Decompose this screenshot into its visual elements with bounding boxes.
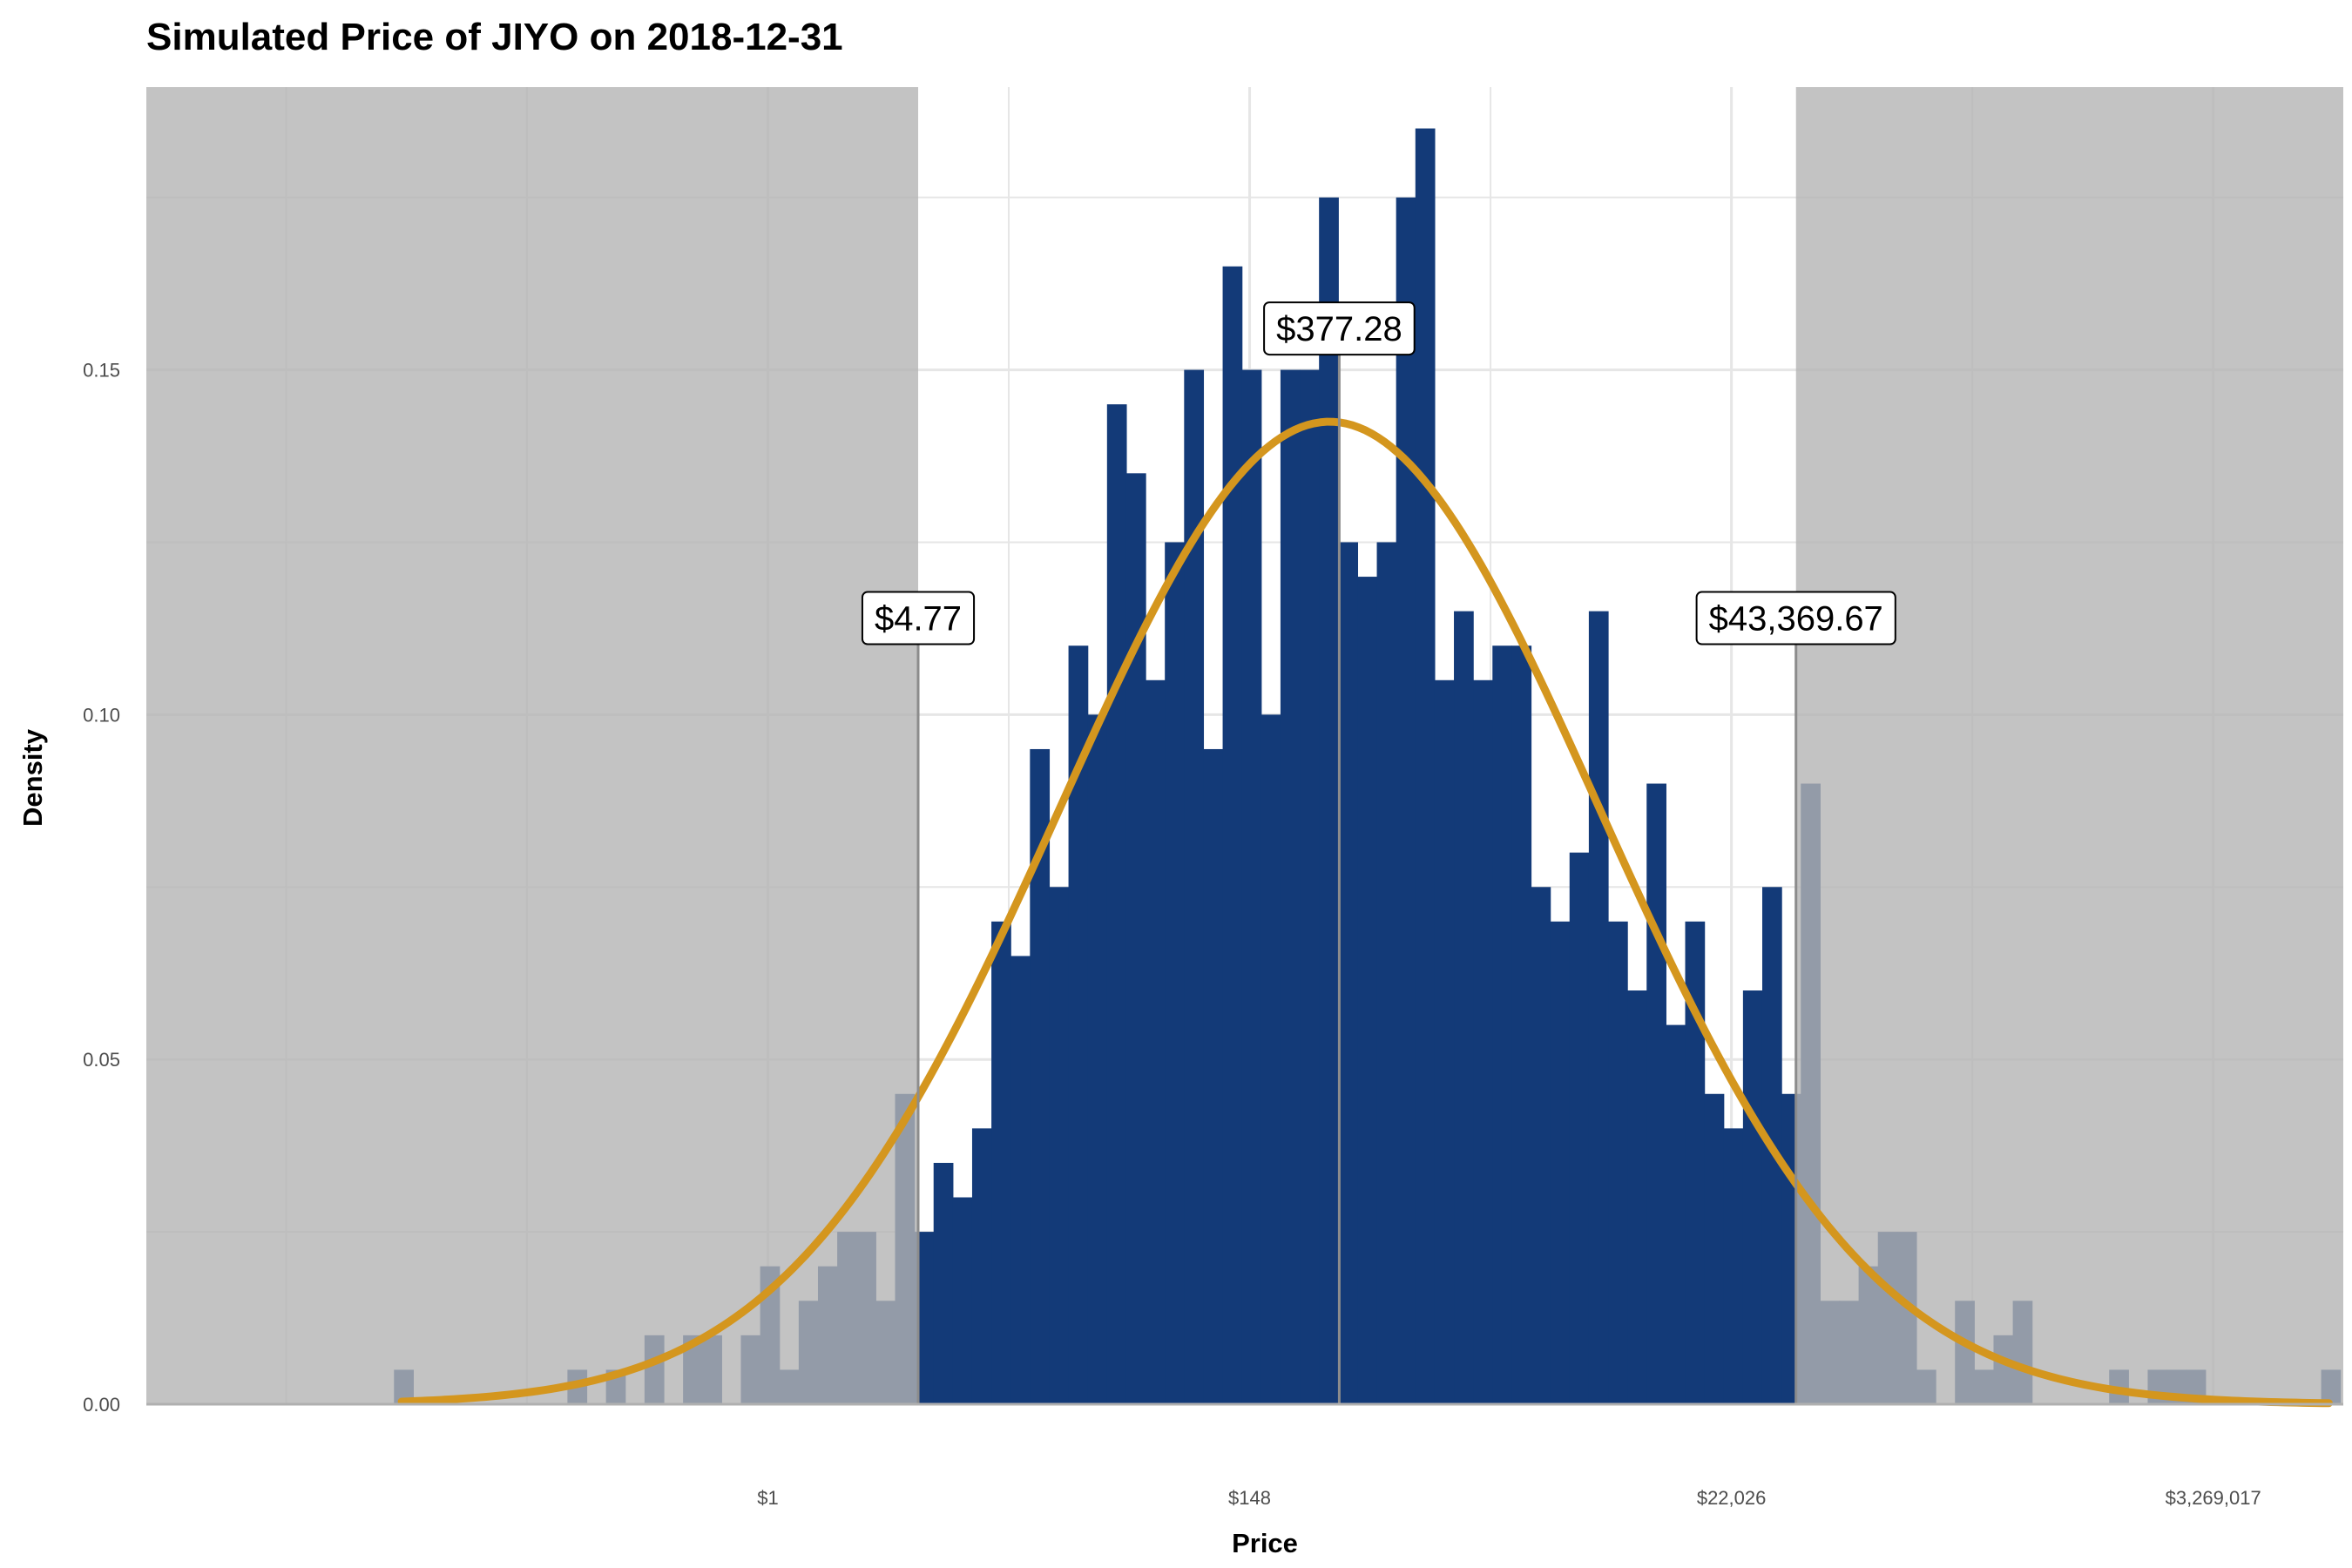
histogram-bar <box>1627 990 1647 1404</box>
histogram-bar <box>1068 645 1089 1404</box>
histogram-bar <box>1030 748 1051 1404</box>
histogram-bar <box>1241 369 1262 1405</box>
annotation-label: $43,369.67 <box>1709 600 1883 639</box>
histogram-bar <box>1454 611 1474 1404</box>
x-tick-label: $1 <box>757 1487 778 1509</box>
histogram-bar <box>1300 369 1320 1405</box>
annotation-label-box <box>861 591 976 645</box>
x-tick-label: $3,269,017 <box>2166 1487 2261 1509</box>
histogram-bar <box>1723 1128 1744 1404</box>
histogram-bar <box>1049 887 1070 1404</box>
histogram-bar <box>1473 679 1493 1404</box>
histogram-bar <box>1203 748 1224 1404</box>
normal-fit-curve <box>397 417 2333 1408</box>
histogram-bar <box>1685 921 1706 1404</box>
histogram-bar <box>1338 542 1359 1404</box>
histogram-bar <box>1666 1024 1686 1404</box>
histogram-bar <box>1106 404 1127 1404</box>
histogram-bar <box>1531 887 1551 1404</box>
annotation-label-group: $4.77 <box>861 591 976 645</box>
shaded-regions-layer <box>146 87 2343 1404</box>
shaded-tail-region <box>146 87 919 1404</box>
annotation-label-group: $43,369.67 <box>1695 591 1896 645</box>
fit-curve-layer <box>397 417 2333 1408</box>
histogram-bar <box>1608 921 1628 1404</box>
histogram-bar <box>1396 197 1416 1405</box>
histogram-bar <box>1319 197 1339 1405</box>
y-tick-label: 0.05 <box>83 1049 120 1071</box>
histogram-bar <box>1010 956 1031 1404</box>
x-tick-label: $148 <box>1228 1487 1271 1509</box>
annotations-layer: $4.77 $377.28 $43,369.67 <box>861 301 1896 1404</box>
histogram-bar <box>991 921 1011 1404</box>
histogram-bar <box>1511 645 1532 1404</box>
histogram-bar <box>1280 369 1301 1405</box>
shaded-tail-region <box>1795 87 2343 1404</box>
y-axis-label: Density <box>17 728 48 827</box>
histogram-bar <box>1087 714 1108 1404</box>
histogram-bar <box>952 1197 973 1404</box>
histogram-bar <box>1146 679 1166 1404</box>
histogram-bar <box>1492 645 1513 1404</box>
y-tick-label: 0.00 <box>83 1394 120 1416</box>
histogram-bar <box>1742 990 1763 1404</box>
histogram-bar <box>1588 611 1609 1404</box>
histogram-bar <box>1415 128 1436 1405</box>
annotation-label: $377.28 <box>1276 310 1402 348</box>
axes-layer: Price Density $1 $148 $22,026 $3,269,017 0.0… <box>17 360 2343 1558</box>
histogram-bar <box>1569 852 1590 1404</box>
histogram-bar <box>1184 369 1205 1405</box>
histogram-bar <box>1646 783 1666 1404</box>
annotation-label: $4.77 <box>875 600 962 639</box>
histogram-bar <box>1165 542 1185 1404</box>
histogram-bar <box>1704 1093 1725 1404</box>
annotation-label-box <box>1263 301 1416 356</box>
histogram-bar <box>1434 679 1455 1404</box>
histogram-bar <box>1357 577 1378 1404</box>
annotation-label-box <box>1695 591 1896 645</box>
x-axis-label: Price <box>1232 1528 1298 1558</box>
x-tick-label: $22,026 <box>1697 1487 1767 1509</box>
annotation-label-group: $377.28 <box>1263 301 1416 356</box>
histogram-bar <box>1550 921 1571 1404</box>
histogram-bar <box>1222 266 1243 1404</box>
histogram-bar <box>933 1162 954 1404</box>
histogram-bar <box>1260 714 1281 1404</box>
y-tick-label: 0.10 <box>83 704 120 726</box>
y-tick-label: 0.15 <box>83 360 120 382</box>
chart-title: Simulated Price of JIYO on 2018-12-31 <box>146 16 843 58</box>
histogram-bar <box>971 1128 992 1404</box>
histogram-bar <box>1125 473 1146 1405</box>
histogram-bar <box>1376 542 1397 1404</box>
